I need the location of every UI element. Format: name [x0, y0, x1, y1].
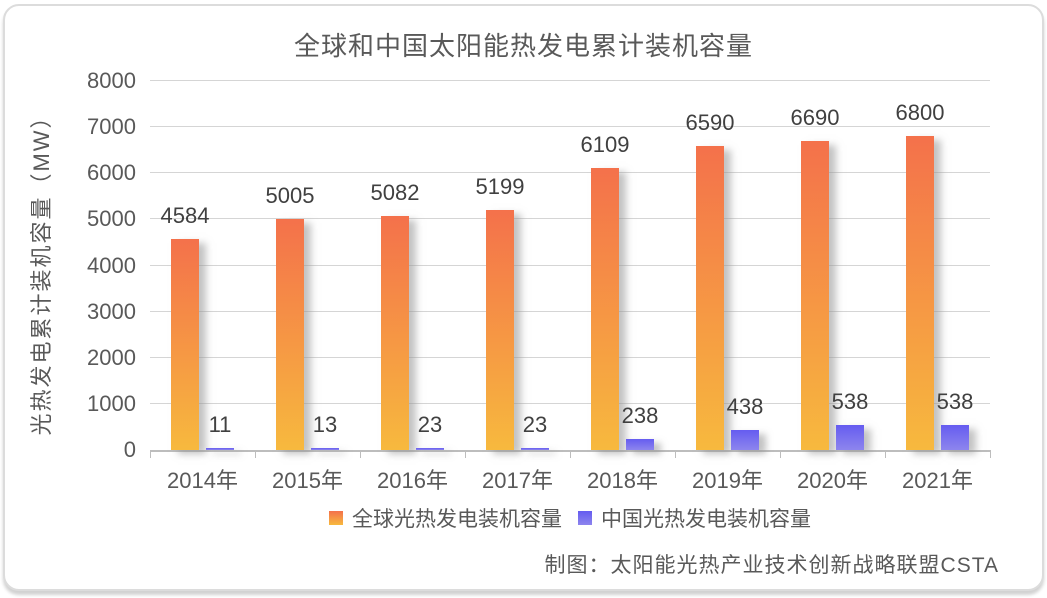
category-group: 4584 11 2014年 [150, 81, 255, 493]
bar-china [941, 425, 969, 450]
y-axis-tick-label: 5000 [87, 206, 136, 232]
bar-china [626, 439, 654, 450]
x-axis-label: 2015年 [272, 468, 343, 493]
category-group: 6109 238 2018年 [570, 81, 675, 493]
value-label-global: 6690 [790, 105, 840, 131]
bar-global [801, 141, 829, 450]
plot-area: 0 1000 2000 3000 4000 5000 6000 7000 8000 4584 11 2… [87, 68, 991, 493]
bar-global [381, 215, 409, 450]
gridline [150, 80, 990, 81]
chart-title: 全球和中国太阳能热发电累计装机容量 [293, 31, 753, 61]
y-axis-tick-label: 6000 [87, 160, 136, 186]
x-axis-tick [464, 450, 466, 458]
y-axis-tick-label: 8000 [87, 68, 136, 93]
x-axis-label: 2018年 [587, 468, 658, 493]
x-axis-label: 2017年 [482, 468, 553, 493]
value-label-global: 6800 [895, 100, 945, 126]
gridline [150, 310, 990, 312]
x-axis-tick [779, 450, 781, 458]
value-label-china: 11 [208, 412, 232, 437]
category-group: 6800 538 2021年 [885, 81, 990, 493]
legend-item-global: 全球光热发电装机容量 [329, 503, 562, 533]
source-credit: 制图：太阳能光热产业技术创新战略联盟CSTA [544, 554, 999, 577]
gridline [150, 356, 990, 358]
legend-item-china: 中国光热发电装机容量 [578, 503, 811, 533]
gridline [150, 402, 990, 404]
x-axis-label: 2014年 [167, 468, 238, 493]
value-label-global: 6109 [580, 132, 630, 158]
y-axis-tick-label: 4000 [87, 252, 136, 278]
x-axis-label: 2019年 [692, 468, 763, 493]
value-label-global: 5199 [475, 174, 525, 200]
gridline [150, 264, 990, 266]
value-label-china: 438 [726, 393, 764, 419]
category-group: 5082 23 2016年 [360, 81, 465, 493]
legend-swatch-china-icon [578, 511, 592, 525]
bar-china [311, 448, 339, 450]
x-axis-tick [674, 450, 676, 458]
bar-global [486, 210, 514, 450]
value-label-global: 6590 [685, 110, 735, 136]
value-label-china: 23 [522, 412, 548, 437]
bar-china [836, 425, 864, 450]
y-axis-tick-label: 1000 [87, 390, 136, 416]
x-axis-tick [359, 450, 361, 458]
legend-label-global: 全球光热发电装机容量 [352, 508, 562, 531]
bar-china [206, 448, 234, 450]
value-label-china: 23 [417, 412, 443, 437]
y-axis-title: 光热发电累计装机容量（MW） [29, 104, 54, 436]
category-group: 5005 13 2015年 [255, 81, 360, 493]
y-axis-tick-label: 2000 [87, 344, 136, 370]
y-axis-tick-label: 0 [123, 437, 136, 462]
bar-global [906, 136, 934, 450]
x-axis-tick [149, 450, 151, 458]
x-axis-label: 2020年 [797, 468, 868, 493]
value-label-china: 238 [621, 403, 659, 429]
x-axis-tick [989, 450, 991, 458]
x-axis-tick [884, 450, 886, 458]
value-label-global: 5005 [265, 183, 315, 209]
category-group: 6590 438 2019年 [675, 81, 780, 493]
bar-global [171, 238, 199, 450]
y-axis-tick-label: 7000 [87, 114, 136, 140]
category-group: 6690 538 2020年 [780, 81, 885, 493]
category-group: 5199 23 2017年 [465, 81, 570, 493]
bar-china [416, 448, 444, 450]
bar-global [696, 146, 724, 450]
value-label-global: 5082 [370, 179, 420, 205]
bar-global [276, 219, 304, 450]
value-label-china: 13 [312, 412, 338, 437]
bar-china [731, 429, 759, 450]
bar-china [521, 448, 549, 450]
x-axis-tick [254, 450, 256, 458]
y-axis-tick-label: 3000 [87, 298, 136, 324]
value-label-china: 538 [936, 389, 974, 415]
gridline [150, 218, 990, 220]
x-axis-label: 2016年 [377, 468, 448, 493]
value-label-china: 538 [831, 389, 869, 415]
value-label-global: 4584 [160, 202, 210, 228]
gridline [150, 126, 990, 128]
legend-swatch-global-icon [329, 511, 343, 525]
legend: 全球光热发电装机容量 中国光热发电装机容量 [150, 503, 990, 533]
legend-label-china: 中国光热发电装机容量 [601, 508, 811, 531]
gridline [150, 172, 990, 174]
bar-global [591, 168, 619, 450]
x-axis-tick [569, 450, 571, 458]
x-axis-label: 2021年 [902, 468, 973, 493]
